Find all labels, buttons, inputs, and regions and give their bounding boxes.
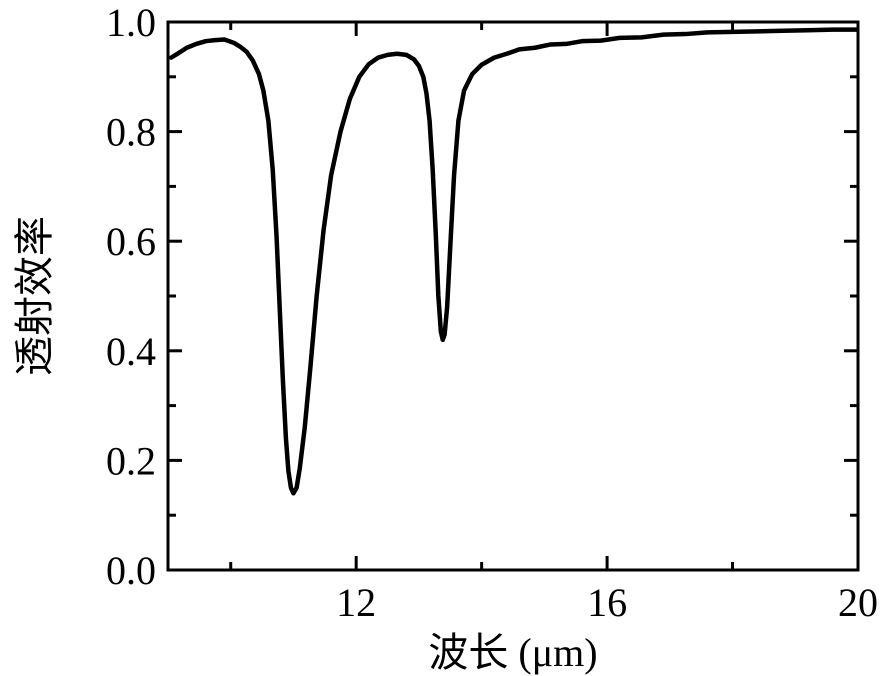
y-axis-label: 透射效率: [12, 216, 57, 376]
x-axis-label: 波长 (μm): [428, 630, 597, 675]
y-tick-label: 0.6: [106, 219, 156, 264]
y-tick-label: 1.0: [106, 0, 156, 45]
y-tick-label: 0.4: [106, 329, 156, 374]
y-tick-label: 0.8: [106, 110, 156, 155]
x-tick-label: 12: [336, 580, 376, 625]
y-tick-label: 0.0: [106, 548, 156, 593]
x-tick-label: 20: [838, 580, 878, 625]
y-tick-label: 0.2: [106, 438, 156, 483]
x-tick-label: 16: [587, 580, 627, 625]
transmission-efficiency-chart: 12 16 20 0.0 0.2 0.4 0.6 0.8 1.0 波长 (μm) 透射效率: [0, 0, 892, 676]
